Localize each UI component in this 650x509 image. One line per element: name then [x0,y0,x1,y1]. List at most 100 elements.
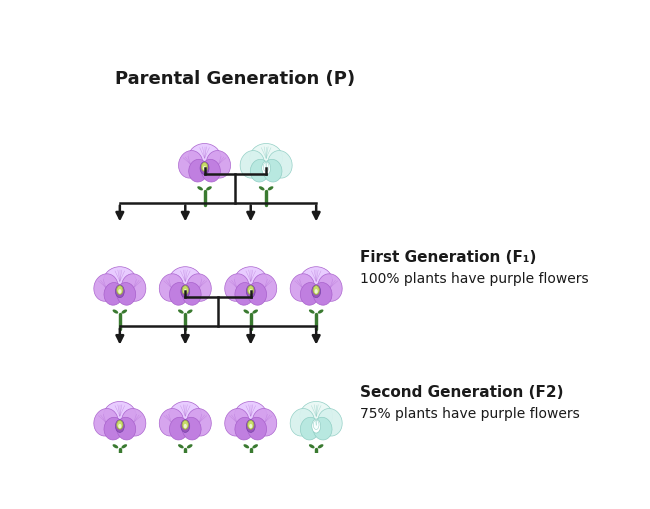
Ellipse shape [182,283,201,305]
Ellipse shape [309,444,315,448]
Ellipse shape [250,144,283,173]
Ellipse shape [244,310,249,314]
Ellipse shape [234,402,267,431]
Ellipse shape [309,310,315,314]
Ellipse shape [312,286,320,298]
Ellipse shape [313,286,319,295]
Ellipse shape [188,144,221,173]
Ellipse shape [263,163,269,172]
Ellipse shape [318,409,342,436]
Ellipse shape [235,283,254,305]
Text: 100% plants have purple flowers: 100% plants have purple flowers [360,272,589,286]
Ellipse shape [313,417,332,440]
Ellipse shape [104,283,123,305]
Ellipse shape [122,310,127,314]
Ellipse shape [170,417,188,440]
Ellipse shape [159,274,183,302]
Ellipse shape [188,160,208,183]
Ellipse shape [250,160,269,183]
Ellipse shape [246,420,255,433]
Ellipse shape [313,420,319,430]
Ellipse shape [206,151,231,179]
Ellipse shape [94,409,118,436]
Ellipse shape [313,283,332,305]
Ellipse shape [103,402,136,431]
Ellipse shape [169,402,202,431]
Text: Second Generation (F2): Second Generation (F2) [360,384,564,399]
Ellipse shape [235,417,254,440]
Ellipse shape [182,286,188,295]
Ellipse shape [252,444,258,448]
Ellipse shape [118,290,122,294]
Ellipse shape [182,417,201,440]
Ellipse shape [300,267,333,296]
Ellipse shape [252,310,258,314]
Ellipse shape [159,409,183,436]
Ellipse shape [262,162,270,176]
Ellipse shape [169,267,202,296]
Ellipse shape [104,417,123,440]
Ellipse shape [122,274,146,302]
Ellipse shape [197,187,203,191]
Ellipse shape [187,274,211,302]
Ellipse shape [248,286,254,295]
Text: Parental Generation (P): Parental Generation (P) [115,70,356,88]
Ellipse shape [318,310,324,314]
Text: 75% plants have purple flowers: 75% plants have purple flowers [360,406,580,420]
Ellipse shape [122,409,146,436]
Ellipse shape [184,290,187,294]
Ellipse shape [187,310,192,314]
Ellipse shape [181,286,190,298]
Ellipse shape [246,286,255,298]
Ellipse shape [202,163,208,172]
Ellipse shape [202,160,220,183]
Ellipse shape [187,409,211,436]
Ellipse shape [318,274,342,302]
Ellipse shape [103,267,136,296]
Ellipse shape [268,151,292,179]
Ellipse shape [179,151,203,179]
Ellipse shape [200,162,209,175]
Ellipse shape [263,160,282,183]
Ellipse shape [252,409,277,436]
Ellipse shape [249,424,252,429]
Ellipse shape [116,283,136,305]
Ellipse shape [290,274,315,302]
Ellipse shape [187,444,192,448]
Ellipse shape [300,417,319,440]
Ellipse shape [206,187,212,191]
Ellipse shape [182,420,188,430]
Ellipse shape [290,409,315,436]
Ellipse shape [181,420,190,433]
Ellipse shape [203,166,206,171]
Ellipse shape [178,310,184,314]
Ellipse shape [117,420,123,430]
Ellipse shape [268,187,274,191]
Ellipse shape [248,417,266,440]
Ellipse shape [240,151,265,179]
Ellipse shape [318,444,324,448]
Ellipse shape [225,274,249,302]
Ellipse shape [315,290,318,294]
Text: First Generation (F₁): First Generation (F₁) [360,249,536,265]
Ellipse shape [112,444,118,448]
Ellipse shape [225,409,249,436]
Ellipse shape [252,274,277,302]
Ellipse shape [178,444,184,448]
Ellipse shape [300,402,333,431]
Ellipse shape [116,286,124,298]
Ellipse shape [94,274,118,302]
Ellipse shape [259,187,265,191]
Ellipse shape [300,283,319,305]
Ellipse shape [112,310,118,314]
Ellipse shape [122,444,127,448]
Ellipse shape [234,267,267,296]
Ellipse shape [118,424,122,429]
Ellipse shape [170,283,188,305]
Ellipse shape [184,424,187,429]
Ellipse shape [116,417,136,440]
Ellipse shape [312,419,320,433]
Ellipse shape [244,444,249,448]
Ellipse shape [117,286,123,295]
Ellipse shape [248,283,266,305]
